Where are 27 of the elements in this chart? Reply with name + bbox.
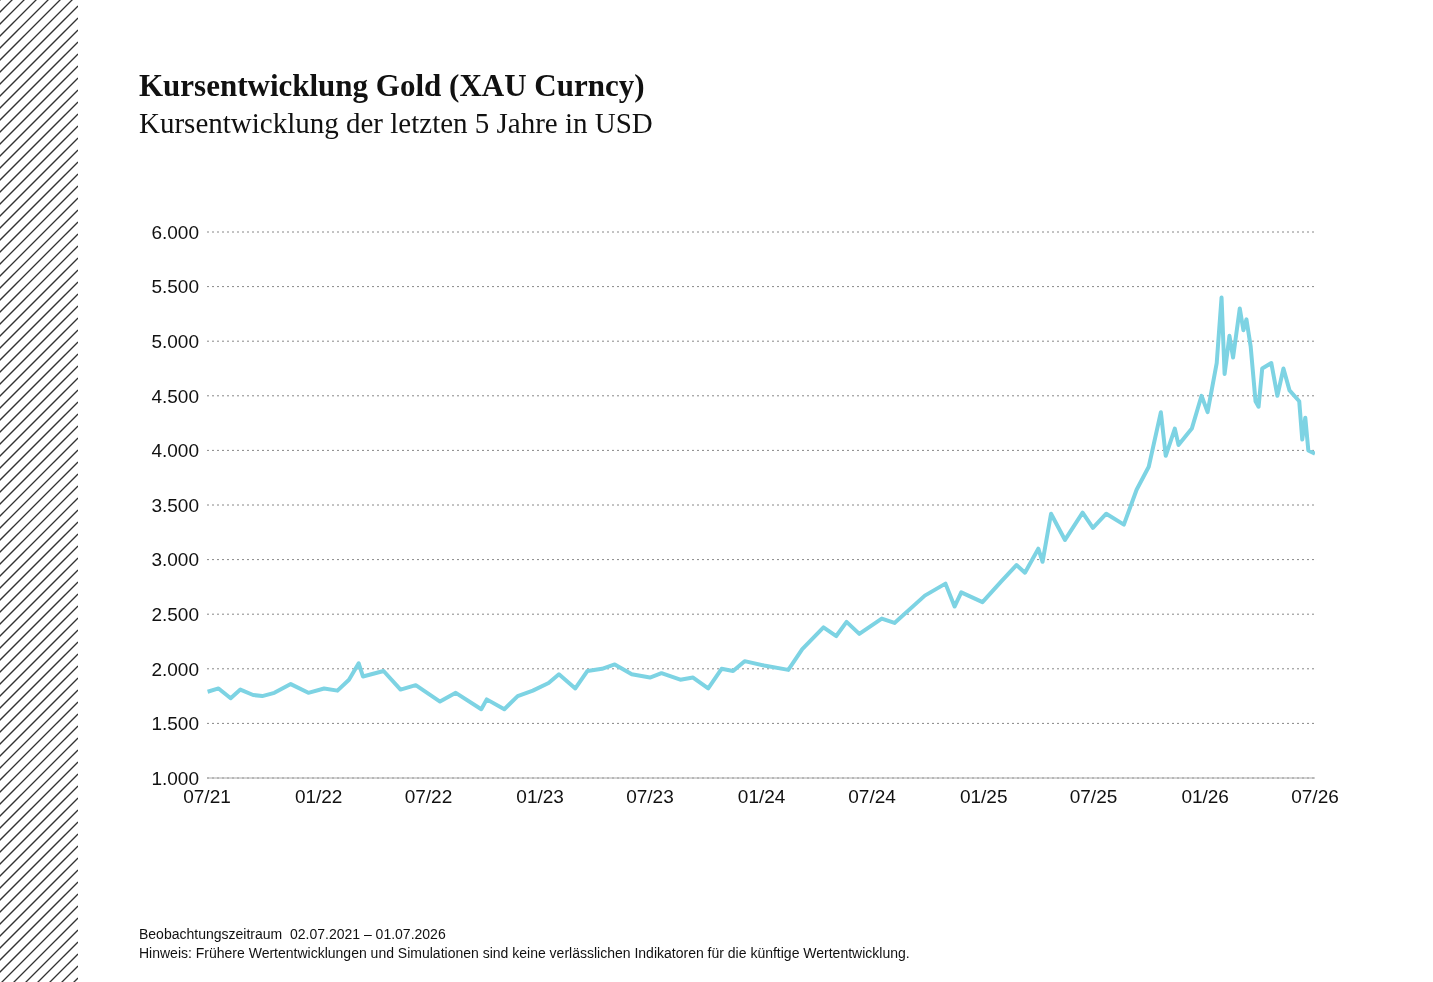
- y-tick-label: 4.000: [151, 440, 199, 462]
- x-tick-label: 07/21: [183, 786, 231, 808]
- x-tick-label: 01/22: [294, 786, 343, 808]
- x-tick-label: 07/23: [626, 786, 674, 808]
- x-tick-label: 01/26: [1181, 786, 1229, 808]
- text: Beobachtungszeitraum 02.07.2021 – 01.07.2026: [139, 925, 447, 944]
- y-tick-label: 4.500: [151, 385, 199, 407]
- x-tick-label: 07/26: [1291, 786, 1339, 808]
- x-tick-label: 07/22: [404, 786, 453, 808]
- y-tick-label: 2.500: [151, 603, 199, 625]
- x-tick-label: 01/24: [737, 786, 786, 808]
- y-tick-label: 1.500: [151, 713, 199, 735]
- y-tick-label: 5.000: [151, 330, 199, 352]
- y-tick-label: 1.000: [151, 767, 199, 789]
- y-tick-label: 5.500: [151, 276, 199, 298]
- chart-subtitle: Kursentwicklung der letzten 5 Jahre in USD: [139, 107, 653, 140]
- y-tick-label: 3.500: [151, 494, 199, 516]
- y-tick-label: 6.000: [151, 221, 199, 243]
- x-tick-label: 01/25: [959, 786, 1008, 808]
- text: Hinweis: Frühere Wertentwicklungen und Simulationen sind keine verlässlichen Indikatoren für die künftige Wertentwicklung.: [139, 944, 910, 963]
- x-tick-label: 07/24: [848, 786, 897, 808]
- y-tick-label: 2.000: [151, 658, 199, 680]
- line-series: [207, 295, 1315, 712]
- y-tick-label: 3.000: [151, 549, 199, 571]
- x-tick-label: 07/25: [1069, 786, 1118, 808]
- x-tick-label: 01/23: [516, 786, 564, 808]
- chart-title: Kursentwicklung Gold (XAU Curncy): [139, 68, 645, 104]
